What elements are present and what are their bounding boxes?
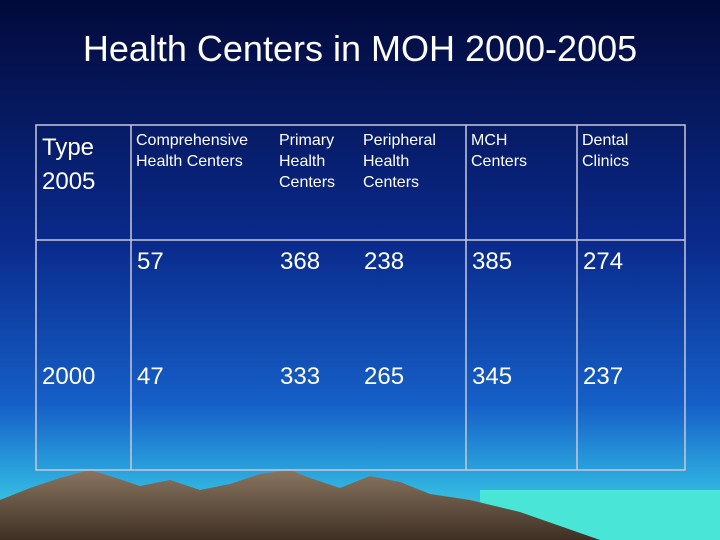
table-cell: 57: [137, 248, 164, 275]
table-cell: 385: [472, 248, 513, 275]
slide-title: Health Centers in MOH 2000-2005: [82, 28, 638, 69]
table-cell: 274: [583, 248, 624, 275]
column-header: Comprehensive Health Centers: [136, 132, 249, 170]
table-cell: 237: [583, 363, 624, 390]
table-border: [35, 124, 686, 471]
corner-header: Type 2005: [42, 134, 96, 195]
table-cell: 368: [280, 248, 321, 275]
table-cell: 47: [137, 363, 164, 390]
column-header: MCH Centers: [471, 132, 528, 170]
row-label: 2000: [42, 363, 96, 390]
table-cell: 345: [472, 363, 513, 390]
column-header: Peripheral Health Centers: [363, 132, 436, 191]
column-header: Primary Health Centers: [279, 132, 336, 191]
column-header: Dental Clinics: [582, 132, 630, 170]
table-cell: 238: [364, 248, 405, 275]
table-cell: 265: [364, 363, 405, 390]
table-cell: 333: [280, 363, 321, 390]
